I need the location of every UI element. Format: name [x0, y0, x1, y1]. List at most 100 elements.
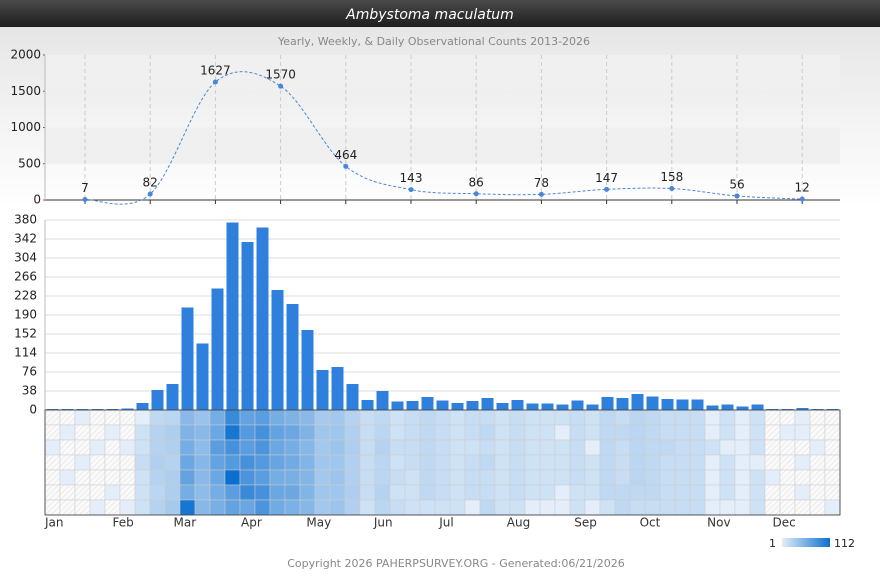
- cell: [479, 409, 496, 426]
- cell: [374, 409, 391, 426]
- cell: [584, 439, 601, 456]
- cell: [749, 454, 766, 471]
- cell: [239, 499, 256, 516]
- cell: [494, 424, 511, 441]
- bar: [136, 403, 149, 410]
- empty-cell: [104, 499, 121, 516]
- legend-min: 1: [769, 537, 776, 550]
- empty-cell: [809, 409, 826, 426]
- empty-cell: [44, 484, 61, 501]
- cell: [224, 454, 241, 471]
- cell: [509, 439, 526, 456]
- cell: [494, 484, 511, 501]
- bar: [286, 304, 299, 410]
- cell: [719, 439, 736, 456]
- cell: [164, 424, 181, 441]
- cell: [794, 409, 811, 426]
- bar: [211, 288, 224, 410]
- cell: [434, 484, 451, 501]
- cell: [569, 409, 586, 426]
- cell: [59, 469, 76, 486]
- cell: [734, 424, 751, 441]
- point: [278, 83, 284, 89]
- cell: [494, 454, 511, 471]
- data-label: 158: [660, 170, 683, 184]
- cell: [179, 439, 196, 456]
- y-tick-label: 114: [14, 346, 37, 360]
- bar: [721, 404, 734, 410]
- empty-cell: [779, 439, 796, 456]
- cell: [404, 469, 421, 486]
- month-label: Aug: [507, 516, 530, 530]
- cell: [179, 499, 196, 516]
- cell: [599, 439, 616, 456]
- cell: [719, 409, 736, 426]
- bar: [451, 403, 464, 410]
- bar: [661, 399, 674, 410]
- cell: [299, 499, 316, 516]
- cell: [374, 424, 391, 441]
- empty-cell: [44, 469, 61, 486]
- cell: [599, 424, 616, 441]
- cell: [344, 424, 361, 441]
- cell: [284, 469, 301, 486]
- cell: [284, 424, 301, 441]
- cell: [389, 454, 406, 471]
- cell: [599, 484, 616, 501]
- cell: [329, 439, 346, 456]
- cell: [554, 499, 571, 516]
- empty-cell: [44, 499, 61, 516]
- cell: [494, 439, 511, 456]
- cell: [659, 409, 676, 426]
- cell: [464, 439, 481, 456]
- bar: [811, 409, 824, 410]
- cell: [404, 454, 421, 471]
- bar: [436, 400, 449, 410]
- cell: [569, 484, 586, 501]
- data-label: 7: [81, 181, 89, 195]
- month-label: Apr: [241, 516, 262, 530]
- point: [538, 191, 544, 197]
- cell: [479, 469, 496, 486]
- bar: [391, 401, 404, 410]
- bar: [796, 408, 809, 410]
- cell: [644, 499, 661, 516]
- cell: [419, 484, 436, 501]
- cell: [329, 454, 346, 471]
- bar: [271, 290, 284, 410]
- cell: [674, 469, 691, 486]
- cell: [614, 484, 631, 501]
- cell: [149, 454, 166, 471]
- point: [343, 163, 349, 169]
- cell: [569, 454, 586, 471]
- cell: [434, 439, 451, 456]
- top-background: [0, 27, 880, 207]
- cell: [209, 409, 226, 426]
- cell: [209, 499, 226, 516]
- data-label: 86: [469, 175, 484, 189]
- empty-cell: [74, 469, 91, 486]
- data-label: 143: [400, 171, 423, 185]
- cell: [629, 424, 646, 441]
- cell: [149, 484, 166, 501]
- cell: [284, 439, 301, 456]
- cell: [689, 499, 706, 516]
- y-tick-label: 266: [14, 270, 37, 284]
- cell: [89, 439, 106, 456]
- cell: [299, 424, 316, 441]
- y-tick-label: 500: [18, 156, 41, 170]
- cell: [164, 469, 181, 486]
- bar: [166, 384, 179, 410]
- cell: [539, 439, 556, 456]
- cell: [344, 499, 361, 516]
- cell: [569, 469, 586, 486]
- cell: [404, 439, 421, 456]
- cell: [194, 424, 211, 441]
- month-label: May: [306, 516, 331, 530]
- cell: [314, 469, 331, 486]
- cell: [194, 454, 211, 471]
- cell: [449, 454, 466, 471]
- empty-cell: [74, 499, 91, 516]
- empty-cell: [824, 409, 841, 426]
- legend-gradient: [782, 538, 830, 547]
